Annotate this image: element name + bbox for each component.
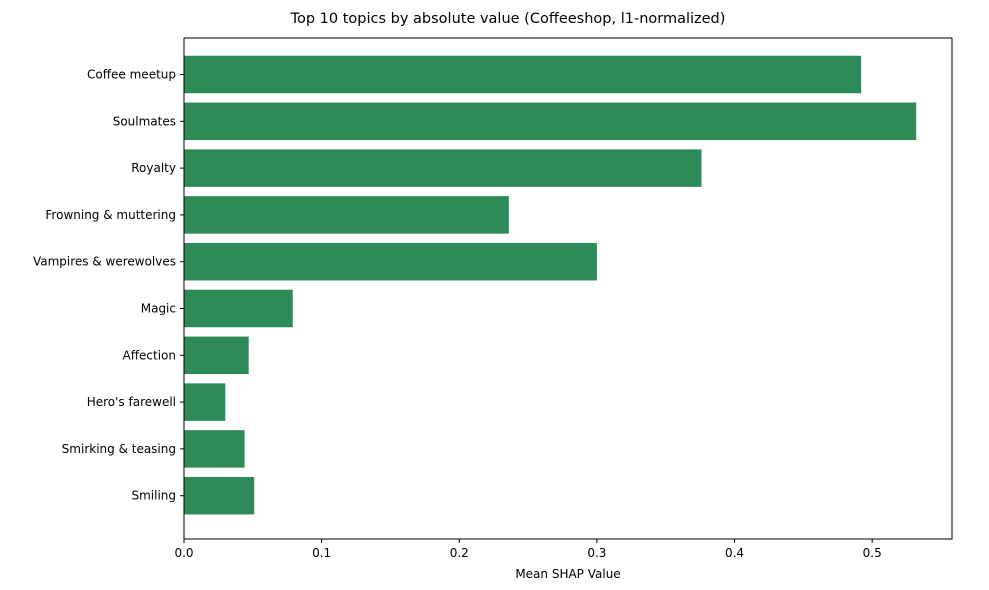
y-tick-label: Smiling bbox=[131, 489, 176, 503]
y-tick-label: Magic bbox=[141, 302, 176, 316]
bar-4 bbox=[184, 242, 597, 281]
y-tick-label: Coffee meetup bbox=[87, 68, 176, 82]
bar-5 bbox=[184, 289, 293, 328]
bar-0 bbox=[184, 55, 862, 94]
bar-6 bbox=[184, 336, 249, 375]
y-axis-ticks: Coffee meetup Soulmates Royalty Frowning & … bbox=[33, 68, 184, 503]
x-tick-label: 0.0 bbox=[174, 546, 193, 560]
x-tick-label: 0.5 bbox=[863, 546, 882, 560]
bar-1 bbox=[184, 102, 917, 141]
y-tick-label: Hero's farewell bbox=[87, 395, 176, 409]
y-tick-label: Frowning & muttering bbox=[45, 208, 176, 222]
bar-9 bbox=[184, 476, 255, 515]
x-axis-ticks: 0.0 0.1 0.2 0.3 0.4 0.5 bbox=[174, 539, 882, 560]
y-tick-label: Royalty bbox=[131, 161, 176, 175]
bar-8 bbox=[184, 430, 245, 468]
y-tick-label: Affection bbox=[123, 348, 176, 362]
bar-3 bbox=[184, 196, 509, 234]
x-tick-label: 0.2 bbox=[450, 546, 469, 560]
y-tick-label: Smirking & teasing bbox=[62, 442, 176, 456]
bar-7 bbox=[184, 383, 226, 421]
x-tick-label: 0.3 bbox=[587, 546, 606, 560]
bars-layer bbox=[184, 55, 917, 515]
y-tick-label: Vampires & werewolves bbox=[33, 255, 176, 269]
x-tick-label: 0.4 bbox=[725, 546, 744, 560]
y-tick-label: Soulmates bbox=[113, 114, 176, 128]
x-axis-label: Mean SHAP Value bbox=[515, 567, 620, 581]
chart-title: Top 10 topics by absolute value (Coffees… bbox=[290, 11, 726, 27]
bar-2 bbox=[184, 149, 702, 187]
x-tick-label: 0.1 bbox=[312, 546, 331, 560]
plot-frame bbox=[183, 37, 953, 540]
